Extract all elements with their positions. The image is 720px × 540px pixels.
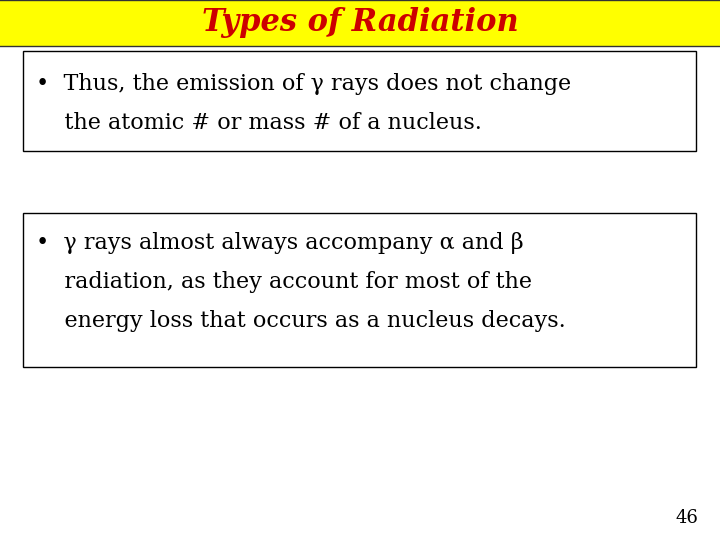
Text: radiation, as they account for most of the: radiation, as they account for most of t… bbox=[36, 271, 532, 293]
Text: energy loss that occurs as a nucleus decays.: energy loss that occurs as a nucleus dec… bbox=[36, 310, 566, 332]
FancyBboxPatch shape bbox=[23, 213, 696, 367]
Text: Types of Radiation: Types of Radiation bbox=[202, 8, 518, 38]
Text: •  Thus, the emission of γ rays does not change: • Thus, the emission of γ rays does not … bbox=[36, 73, 571, 94]
FancyBboxPatch shape bbox=[23, 51, 696, 151]
Text: 46: 46 bbox=[675, 509, 698, 528]
Bar bbox=[0, 0, 720, 46]
Text: the atomic # or mass # of a nucleus.: the atomic # or mass # of a nucleus. bbox=[36, 112, 482, 133]
Text: •  γ rays almost always accompany α and β: • γ rays almost always accompany α and β bbox=[36, 232, 523, 254]
